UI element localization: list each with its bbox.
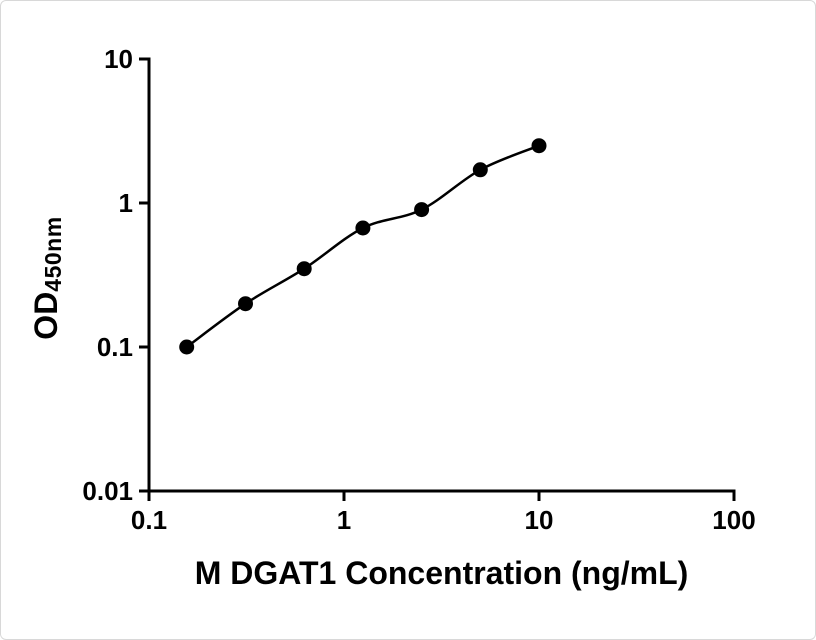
y-tick-label: 0.01 [82, 476, 133, 506]
data-point-marker [238, 296, 253, 312]
data-point-marker [179, 339, 195, 355]
y-tick-label: 1 [119, 188, 133, 218]
y-axis-title-subscript: 450nm [40, 216, 66, 292]
x-tick-label: 100 [712, 505, 755, 535]
y-tick-label: 10 [104, 44, 133, 74]
data-point-marker [531, 138, 547, 154]
x-tick-label: 0.1 [131, 505, 167, 535]
y-axis-title-main: OD [28, 291, 64, 340]
data-point-marker [355, 220, 371, 236]
axis-lines [147, 57, 736, 493]
data-point-marker [296, 261, 312, 277]
data-point-marker [414, 202, 430, 218]
x-tick-label: 1 [337, 505, 351, 535]
y-tick-label: 0.1 [97, 332, 133, 362]
standard-curve-line [185, 144, 540, 349]
y-axis-title: OD450nm [26, 128, 66, 428]
data-point-marker [472, 162, 488, 178]
x-axis-title: M DGAT1 Concentration (ng/mL) [194, 555, 689, 591]
x-tick-label: 10 [525, 505, 554, 535]
